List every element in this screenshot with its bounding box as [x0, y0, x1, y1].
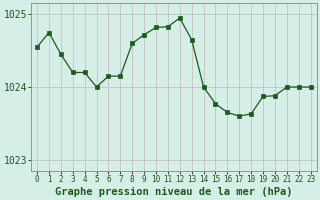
X-axis label: Graphe pression niveau de la mer (hPa): Graphe pression niveau de la mer (hPa): [55, 186, 292, 197]
